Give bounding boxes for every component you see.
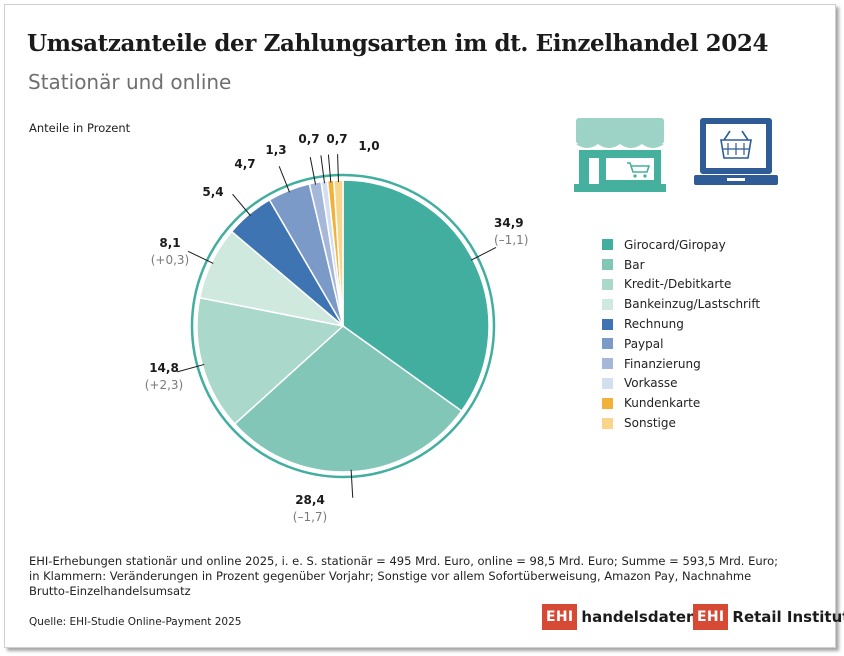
leader-line: [278, 166, 291, 193]
legend-item: Vorkasse: [602, 374, 760, 394]
leader-line: [337, 154, 339, 183]
legend-label: Finanzierung: [624, 356, 701, 371]
slice-value-label: 28,4: [295, 493, 325, 507]
footnotes: EHI-Erhebungen stationär und online 2025…: [29, 554, 809, 599]
unit-label: Anteile in Prozent: [29, 121, 131, 135]
slice-change-label: (–1,7): [293, 510, 327, 524]
leader-line: [232, 193, 251, 216]
leader-line: [327, 154, 332, 183]
footnote-line: EHI-Erhebungen stationär und online 2025…: [29, 554, 779, 568]
handelsdaten-logo[interactable]: EHI handelsdaten.de: [542, 604, 723, 630]
legend-swatch: [602, 278, 613, 290]
legend-swatch: [602, 377, 613, 389]
slice-value-label: 0,7: [326, 132, 347, 146]
legend-label: Kundenkarte: [624, 396, 701, 411]
slice-change-label: (+0,3): [151, 253, 190, 267]
legend-label: Vorkasse: [624, 376, 678, 391]
ehi-retail-institute-logo[interactable]: EHI Retail Institute ®: [693, 604, 844, 630]
legend-item: Paypal: [602, 334, 760, 354]
leader-line: [309, 157, 317, 185]
handelsdaten-wordmark: handelsdaten.de: [581, 608, 724, 626]
laptop-shopping-basket-icon: [694, 118, 778, 185]
legend-swatch: [602, 239, 613, 251]
leader-line: [470, 246, 497, 261]
footnote-line: in Klammern: Veränderungen in Prozent ge…: [29, 569, 752, 583]
legend-swatch: [602, 318, 613, 330]
legend-item: Bankeinzug/Lastschrift: [602, 294, 760, 314]
chart-subtitle: Stationär und online: [28, 70, 232, 94]
slice-value-label: 14,8: [149, 361, 179, 375]
leader-line: [177, 363, 205, 373]
slice-value-label: 5,4: [202, 185, 223, 199]
legend-swatch: [602, 417, 613, 429]
ehi-logo-box: EHI: [542, 604, 578, 630]
legend-item: Bar: [602, 255, 760, 275]
slice-change-label: (–1,1): [494, 233, 528, 247]
slice-value-label: 8,1: [159, 236, 180, 250]
retail-institute-wordmark: Retail Institute: [732, 608, 844, 626]
slice-value-label: 0,7: [298, 132, 319, 146]
legend-label: Sonstige: [624, 416, 676, 431]
legend-swatch: [602, 397, 613, 409]
legend-item: Finanzierung: [602, 354, 760, 374]
legend-label: Kredit-/Debitkarte: [624, 277, 732, 292]
legend-item: Kundenkarte: [602, 393, 760, 413]
legend-item: Girocard/Giropay: [602, 235, 760, 255]
slice-labels: 34,9 (–1,1) 28,4 (–1,7) 14,8 (+2,3) 8,1 (+0,3) 5…: [145, 132, 529, 524]
legend-item: Kredit-/Debitkarte: [602, 275, 760, 295]
store-icon: [574, 118, 666, 192]
legend: Girocard/Giropay Bar Kredit-/Debitkarte Ban…: [602, 235, 760, 433]
legend-label: Paypal: [624, 336, 664, 351]
footnote-line: Brutto-Einzelhandelsumsatz: [29, 584, 191, 598]
legend-label: Rechnung: [624, 317, 684, 332]
leader-line: [320, 155, 325, 184]
legend-item: Sonstige: [602, 413, 760, 433]
legend-swatch: [602, 358, 613, 370]
legend-swatch: [602, 259, 613, 271]
slice-value-label: 1,3: [265, 143, 286, 157]
slice-value-label: 1,0: [358, 139, 379, 153]
pie-outer-ring: [190, 173, 496, 479]
pie-slices: [196, 179, 490, 473]
legend-label: Bankeinzug/Lastschrift: [624, 297, 761, 312]
legend-label: Girocard/Giropay: [624, 237, 726, 252]
leader-line: [187, 250, 214, 264]
chart-title: Umsatzanteile der Zahlungsarten im dt. E…: [27, 30, 769, 57]
legend-item: Rechnung: [602, 314, 760, 334]
source-note: Quelle: EHI-Studie Online-Payment 2025: [29, 616, 242, 628]
ehi-logo-box: EHI: [693, 604, 729, 630]
leader-line: [350, 469, 354, 498]
slice-value-label: 4,7: [234, 157, 255, 171]
legend-label: Bar: [624, 257, 645, 272]
slice-change-label: (+2,3): [145, 378, 184, 392]
label-leader-lines: [177, 154, 497, 498]
legend-swatch: [602, 338, 613, 350]
slice-value-label: 34,9: [494, 216, 524, 230]
legend-swatch: [602, 298, 613, 310]
